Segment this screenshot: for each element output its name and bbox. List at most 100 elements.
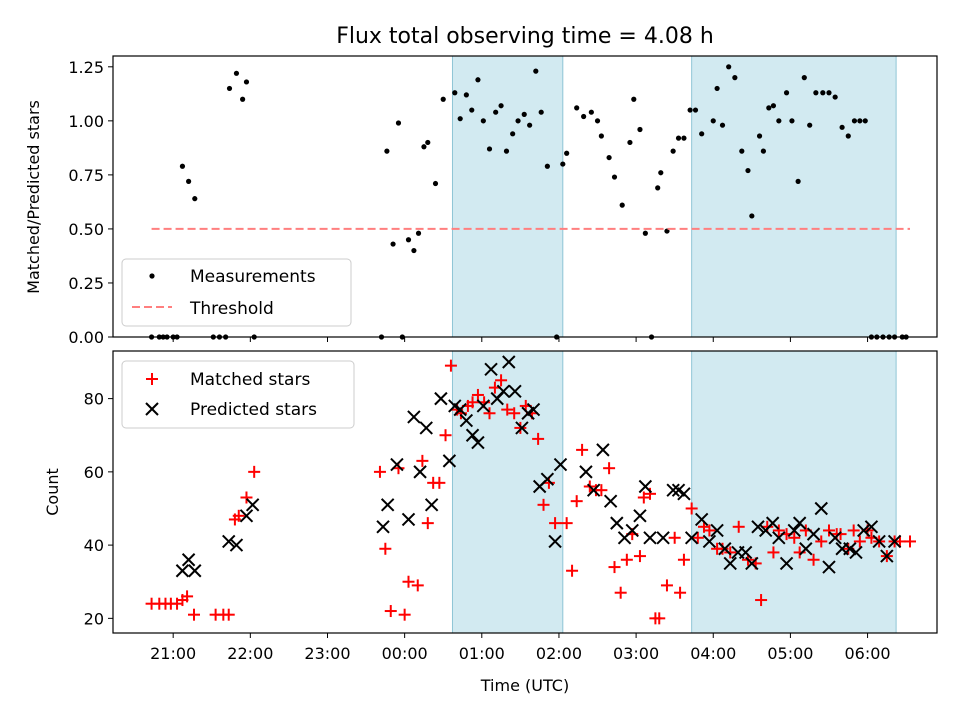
measurements-point [480, 118, 486, 124]
measurements-point [544, 163, 550, 169]
predicted-stars-point [476, 399, 491, 413]
measurements-point [533, 68, 539, 74]
measurements-point [486, 146, 493, 152]
x-tick-label: 04:00 [690, 644, 736, 663]
top-y-tick-label: 0.00 [68, 328, 104, 347]
predicted-stars-point [586, 483, 601, 497]
measurements-point [493, 109, 499, 115]
bottom-axes-frame [112, 350, 938, 634]
predicted-stars-point [772, 531, 786, 545]
x-tick-label: 00:00 [382, 644, 428, 663]
matched-stars-point [532, 432, 545, 445]
predicted-stars-point [434, 391, 448, 406]
matched-stars-point [514, 421, 527, 434]
matched-stars-point [537, 498, 550, 511]
measurements-point [243, 79, 250, 85]
measurements-point [845, 133, 851, 139]
matched-stars-point [240, 491, 253, 504]
measurements-point [581, 113, 587, 120]
predicted-stars-point [751, 520, 765, 534]
x-tick-label: 21:00 [150, 644, 196, 663]
measurements-point [233, 70, 240, 76]
predicted-stars-point [684, 531, 699, 545]
measurements-point [226, 85, 233, 92]
matched-stars-point [471, 388, 484, 401]
matched-stars-point [793, 546, 806, 559]
matched-stars-point [501, 403, 514, 416]
matched-stars-point [716, 542, 729, 555]
predicted-stars-point [453, 402, 467, 417]
measurements-point [627, 139, 633, 146]
legend-measurements-label: Measurements [190, 267, 316, 287]
measurements-point [463, 92, 469, 98]
measurements-point [681, 135, 687, 141]
matched-stars-point [903, 535, 916, 548]
matched-stars-point [653, 612, 666, 625]
predicted-stars-point [407, 410, 421, 424]
x-tick-label: 05:00 [767, 644, 813, 663]
star-counts-panel: 21:00 22:00 23:00 00:00 01:00 02:00 03:00 04:00… [43, 350, 938, 695]
matched-stars-point [674, 586, 687, 599]
measurements-point [795, 178, 801, 184]
predicted-stars-point [806, 527, 821, 541]
predicted-stars-point [638, 479, 653, 494]
predicted-stars-point [792, 516, 807, 530]
matched-stars-point [603, 462, 616, 475]
predicted-stars-point [229, 538, 244, 552]
matched-stars-point [668, 531, 681, 544]
predicted-stars-point [222, 534, 236, 549]
measurements-point [745, 167, 751, 174]
predicted-stars-point [633, 509, 647, 523]
predicted-stars-point [515, 421, 529, 435]
predicted-stars-point [880, 549, 894, 563]
predicted-stars-point [718, 542, 732, 556]
predicted-stars-point [239, 509, 254, 523]
predicted-stars-point [677, 487, 691, 501]
measurements-point [415, 230, 422, 236]
legend-threshold-label: Threshold [189, 299, 274, 319]
legend-matched-label: Matched stars [190, 370, 310, 390]
bottom-y-tick-label: 40 [84, 536, 104, 555]
predicted-stars-point [596, 443, 610, 457]
predicted-stars-point [465, 428, 480, 442]
measurements-point [642, 230, 648, 236]
top-y-tick-label: 0.75 [68, 166, 104, 185]
predicted-stars-point [175, 564, 190, 578]
top-y-tick-label: 0.25 [68, 274, 104, 293]
matched-stars-point [433, 476, 446, 489]
top-axis-ticks: 0.00 0.25 0.50 0.75 1.00 1.25 [68, 58, 869, 347]
measurements-point [498, 103, 504, 109]
predicted-stars-point [188, 564, 202, 578]
chart-title: Flux total observing time = 4.08 h [336, 24, 714, 49]
x-tick-label: 22:00 [227, 644, 273, 663]
measurements-point [384, 148, 390, 154]
measurements-point [538, 109, 544, 115]
measurements-point [832, 94, 838, 100]
matched-stars-point [807, 553, 820, 566]
measurements-point [699, 131, 705, 137]
matched-stars-point [248, 465, 261, 478]
matched-stars-point [755, 594, 768, 607]
top-axes-frame [112, 55, 938, 338]
predicted-stars-point [814, 501, 828, 516]
predicted-stars-point [245, 498, 260, 512]
measurements-point [527, 122, 533, 128]
predicted-stars-point [723, 556, 737, 571]
measurements-point [421, 144, 427, 150]
predicted-stars-point [376, 520, 390, 534]
top-shaded-interval [451, 55, 564, 338]
matched-stars-point [772, 524, 785, 537]
matched-stars-point [614, 586, 627, 599]
predicted-stars-point [496, 384, 511, 398]
matched-stars-point [767, 546, 780, 559]
matched-stars-point [508, 407, 521, 420]
x-axis-label: Time (UTC) [480, 676, 569, 695]
matched-stars-point [834, 528, 847, 541]
matched-stars-point [411, 579, 424, 592]
measurements-point [675, 135, 682, 141]
top-y-tick-label: 1.00 [68, 112, 104, 131]
x-tick-label: 23:00 [304, 644, 350, 663]
measurements-point [739, 148, 745, 154]
measurements-point [857, 118, 863, 124]
measurements-point [475, 77, 481, 83]
